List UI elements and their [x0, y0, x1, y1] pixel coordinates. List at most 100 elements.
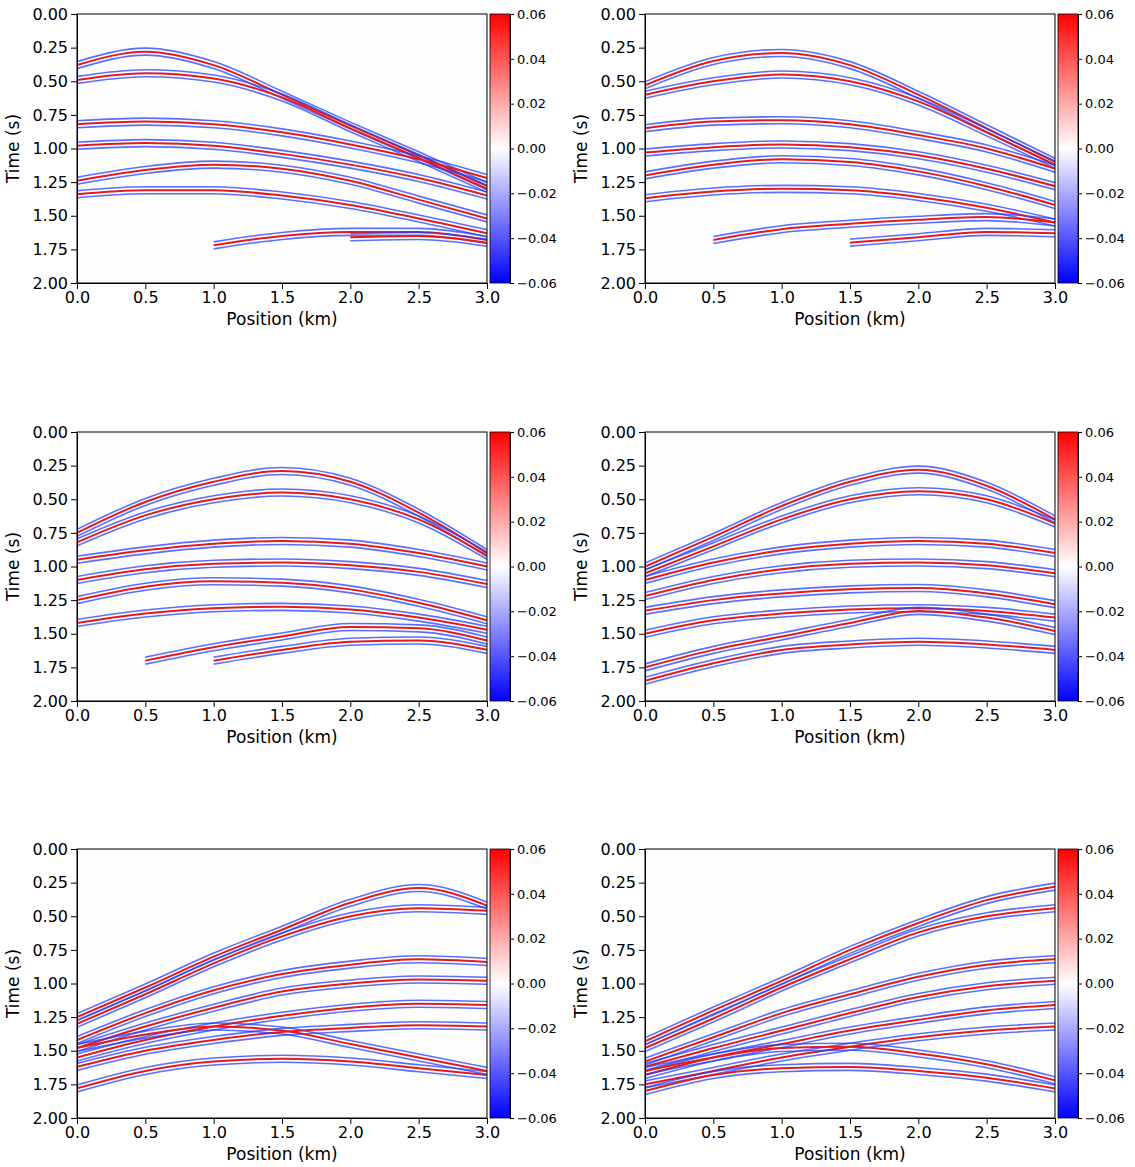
tick: 1.5	[838, 283, 863, 307]
tick-label: 2.00	[600, 1109, 636, 1128]
tick-mark	[71, 1017, 77, 1018]
tick: 0.04	[510, 469, 546, 484]
colorbar-gradient	[490, 14, 510, 283]
tick: 1.75	[600, 240, 645, 259]
tick-label: 0.00	[600, 840, 636, 859]
tick-label: −0.02	[1085, 604, 1125, 619]
events	[645, 883, 1055, 1094]
tick: −0.04	[1078, 1066, 1125, 1081]
tick-mark	[1078, 656, 1082, 657]
tick-label: 1.25	[32, 173, 68, 192]
event	[645, 642, 1055, 681]
tick-label: −0.02	[517, 1021, 557, 1036]
tick-mark	[1078, 567, 1082, 568]
tick-mark	[639, 950, 645, 951]
tick: 0.75	[32, 105, 77, 124]
tick: 0.02	[510, 96, 546, 111]
colorbar: 0.060.040.020.00−0.02−0.04−0.06	[1058, 7, 1125, 291]
tick-label: −0.06	[1085, 276, 1125, 291]
x-axis-title: Position (km)	[226, 309, 337, 329]
y-axis: 0.000.250.500.751.001.251.501.752.00	[32, 840, 77, 1128]
tick-mark	[71, 849, 77, 850]
tick-label: −0.04	[517, 1066, 557, 1081]
frame	[77, 849, 487, 1118]
tick-mark	[639, 115, 645, 116]
tick-label: 1.5	[270, 1123, 295, 1142]
event-sidelobe	[645, 1070, 1055, 1094]
tick: 1.50	[600, 206, 645, 225]
tick: 2.00	[600, 274, 645, 293]
tick: −0.06	[510, 276, 557, 291]
tick: 0.75	[32, 940, 77, 959]
tick-label: 1.0	[769, 1123, 794, 1142]
tick: 1.50	[600, 624, 645, 643]
event-sidelobe	[145, 631, 487, 665]
tick-label: 0.00	[600, 5, 636, 24]
tick: 2.5	[406, 1118, 431, 1142]
tick-mark	[1078, 149, 1082, 150]
tick-label: 0.0	[633, 1123, 658, 1142]
tick: 0.04	[1078, 469, 1114, 484]
tick-label: 0.25	[32, 873, 68, 892]
tick-mark	[1078, 238, 1082, 239]
tick-label: 1.00	[32, 974, 68, 993]
tick-label: −0.02	[517, 186, 557, 201]
tick-mark	[71, 249, 77, 250]
plot-background	[77, 432, 487, 701]
colorbar-gradient	[490, 849, 510, 1118]
tick: 0.50	[32, 907, 77, 926]
tick-label: 0.25	[32, 456, 68, 475]
tick: 2.0	[338, 701, 363, 725]
tick-label: 0.25	[600, 456, 636, 475]
colorbar: 0.060.040.020.00−0.02−0.04−0.06	[1058, 842, 1125, 1126]
event	[77, 1059, 487, 1089]
tick-label: 1.50	[600, 624, 636, 643]
tick-mark	[639, 567, 645, 568]
tick-label: 1.75	[32, 1075, 68, 1094]
tick-label: 0.06	[1085, 842, 1114, 857]
tick-mark	[1078, 1118, 1082, 1119]
tick-label: 0.02	[517, 931, 546, 946]
tick-label: 0.0	[633, 706, 658, 725]
tick: 0.06	[1078, 425, 1114, 440]
event-sidelobe	[214, 235, 487, 248]
x-axis: 0.00.51.01.52.02.53.0	[633, 1118, 1068, 1142]
tick: 1.00	[32, 557, 77, 576]
tick-mark	[1078, 193, 1082, 194]
tick-mark	[71, 182, 77, 183]
tick-label: 1.00	[600, 557, 636, 576]
y-axis: 0.000.250.500.751.001.251.501.752.00	[32, 423, 77, 711]
axis-line	[645, 15, 646, 284]
tick: 1.75	[32, 658, 77, 677]
x-axis: 0.00.51.01.52.02.53.0	[633, 283, 1068, 307]
tick-label: 0.00	[32, 5, 68, 24]
tick: 1.0	[201, 701, 226, 725]
x-axis-title: Position (km)	[226, 727, 337, 747]
y-axis-title: Time (s)	[3, 114, 23, 184]
tick: 1.50	[32, 624, 77, 643]
tick-label: 1.25	[600, 1008, 636, 1027]
tick: −0.02	[1078, 1021, 1125, 1036]
tick: 1.5	[270, 1118, 295, 1142]
tick: 1.75	[600, 1075, 645, 1094]
tick: 1.50	[32, 206, 77, 225]
tick: 0.75	[600, 940, 645, 959]
frame	[645, 432, 1055, 701]
tick-label: 0.25	[600, 873, 636, 892]
tick: 2.5	[974, 283, 999, 307]
tick-label: 0.25	[600, 38, 636, 57]
tick: 0.25	[32, 38, 77, 57]
tick-mark	[639, 14, 645, 15]
tick: 0.5	[133, 283, 158, 307]
tick-label: 1.5	[270, 288, 295, 307]
tick-mark	[510, 432, 514, 433]
tick: −0.02	[510, 1021, 557, 1036]
tick: 1.25	[32, 173, 77, 192]
tick-label: 0.0	[633, 288, 658, 307]
tick-mark	[510, 656, 514, 657]
tick-label: 0.06	[517, 7, 546, 22]
tick-mark	[71, 432, 77, 433]
tick: 0.00	[1078, 976, 1114, 991]
tick-mark	[510, 849, 514, 850]
tick-label: 1.75	[600, 658, 636, 677]
